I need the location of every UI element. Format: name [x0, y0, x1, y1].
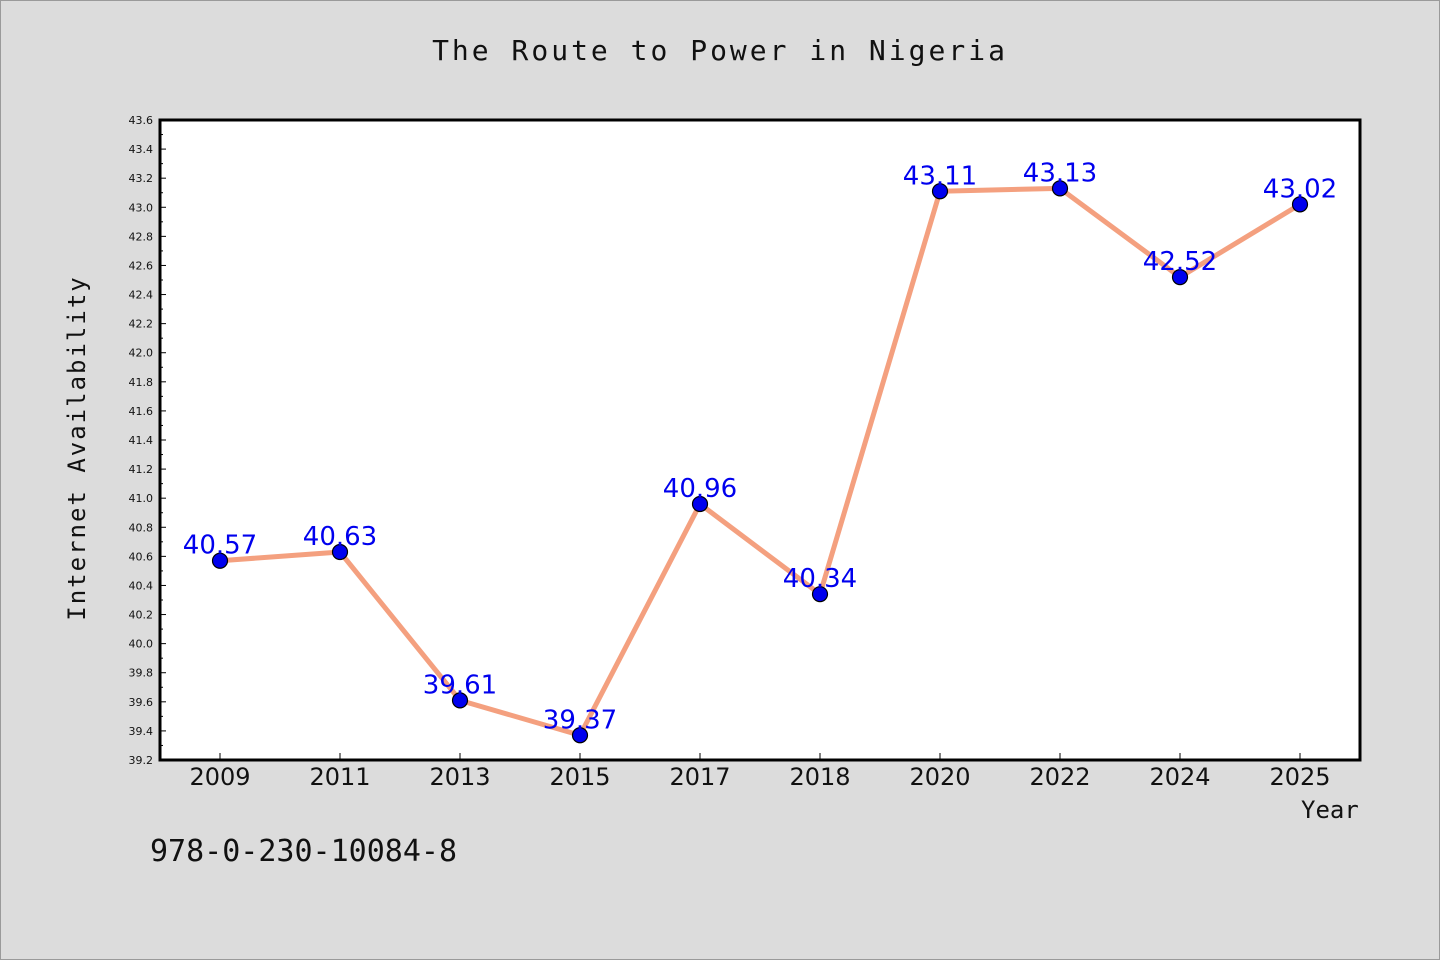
x-tick-label: 2009	[189, 763, 250, 791]
data-point	[211, 552, 229, 569]
y-tick-label: 39.8	[129, 667, 154, 680]
y-tick-label: 40.2	[129, 609, 154, 622]
y-tick-label: 40.4	[129, 579, 154, 592]
x-tick-label: 2017	[669, 763, 730, 791]
data-point	[811, 586, 829, 603]
data-label: 40.96	[663, 474, 737, 504]
x-tick-label: 2011	[309, 763, 370, 791]
y-axis: 39.2 39.4 39.6 39.8 40.0 40.2 40.4 40.6 40.8 41.0…	[129, 114, 166, 767]
y-tick-label: 40.6	[129, 550, 154, 563]
isbn-text: 978-0-230-10084-8	[150, 834, 458, 869]
data-label: 40.63	[303, 522, 377, 552]
x-axis: 2009 2011 2013 2015 2017 2018 2020 2022 2024 2025	[189, 753, 1331, 791]
data-labels: 40.57 40.63 39.61 39.37 40.96 40.34 43.11 43.13…	[183, 158, 1337, 735]
data-point	[451, 692, 469, 709]
x-tick-label: 2020	[909, 763, 970, 791]
data-point	[691, 495, 709, 513]
data-point	[571, 727, 589, 744]
data-point	[1291, 196, 1309, 213]
series-line	[219, 185, 1302, 738]
x-tick-label: 2018	[789, 763, 850, 791]
x-tick-label: 2024	[1149, 763, 1210, 791]
y-tick-label: 43.4	[129, 143, 154, 156]
data-label: 43.11	[903, 161, 977, 191]
data-label: 39.37	[543, 705, 617, 735]
data-label: 43.02	[1263, 174, 1337, 204]
y-tick-label: 39.2	[129, 754, 154, 767]
y-tick-label: 41.6	[129, 405, 154, 418]
data-label: 43.13	[1023, 158, 1097, 188]
data-points	[211, 180, 1309, 744]
x-tick-label: 2025	[1269, 763, 1330, 791]
x-tick-label: 2013	[429, 763, 490, 791]
y-tick-label: 40.0	[129, 638, 154, 651]
y-tick-label: 41.4	[129, 434, 154, 447]
data-point	[931, 183, 949, 200]
y-tick-label: 42.2	[129, 318, 154, 331]
x-tick-label: 2022	[1029, 763, 1090, 791]
y-tick-label: 42.4	[129, 289, 154, 302]
data-label: 40.34	[783, 564, 857, 594]
data-point	[331, 543, 349, 561]
y-tick-label: 40.8	[129, 521, 154, 534]
y-tick-label: 42.0	[129, 347, 154, 360]
plot-area	[158, 118, 1362, 762]
data-point	[1171, 268, 1189, 286]
y-tick-label: 43.6	[129, 114, 154, 127]
x-axis-label: Year	[1301, 796, 1359, 824]
y-tick-label: 43.2	[129, 172, 154, 185]
y-tick-label: 42.8	[129, 230, 154, 243]
data-label: 39.61	[423, 670, 497, 700]
x-tick-label: 2015	[549, 763, 610, 791]
y-tick-label: 39.6	[129, 696, 154, 709]
chart-title: The Route to Power in Nigeria	[432, 34, 1008, 67]
y-tick-label: 41.0	[129, 492, 154, 505]
y-tick-label: 39.4	[129, 725, 154, 738]
data-point	[1051, 180, 1069, 197]
data-label: 40.57	[183, 531, 257, 561]
y-tick-label: 41.2	[129, 463, 154, 476]
y-tick-label: 42.6	[129, 259, 154, 272]
data-label: 42.52	[1143, 247, 1217, 277]
y-tick-label: 41.8	[129, 376, 154, 389]
y-tick-label: 43.0	[129, 201, 154, 214]
